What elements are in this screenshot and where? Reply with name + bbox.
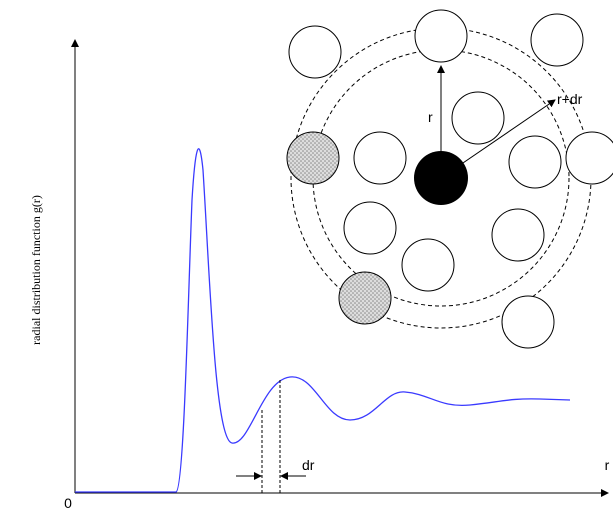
r-dr-arrow bbox=[440, 99, 556, 179]
origin-label: 0 bbox=[64, 495, 72, 510]
y-axis-label: radial distribution function g(r) bbox=[29, 195, 43, 345]
r-dr-label: r+dr bbox=[557, 91, 583, 107]
particles bbox=[288, 9, 613, 349]
x-axis-label: r bbox=[605, 457, 610, 473]
dr-label: dr bbox=[302, 457, 315, 473]
rdf-curve bbox=[75, 148, 571, 493]
r-label: r bbox=[428, 109, 433, 125]
hatched-particle bbox=[338, 271, 392, 325]
hatched-particle bbox=[286, 131, 340, 185]
